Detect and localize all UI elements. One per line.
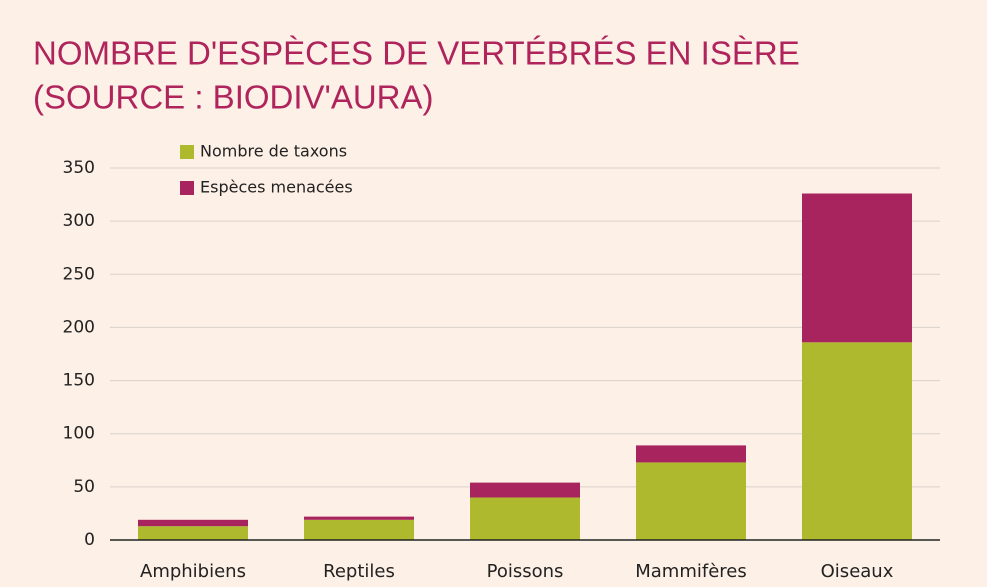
x-tick-label: Poissons	[487, 561, 564, 582]
legend-swatch	[180, 181, 194, 195]
bar-segment	[470, 482, 580, 498]
y-tick-label: 350	[63, 158, 95, 178]
y-tick-label: 200	[63, 317, 95, 337]
y-tick-label: 250	[63, 264, 95, 284]
chart-title: NOMBRE D'ESPÈCES DE VERTÉBRÉS EN ISÈRE	[33, 35, 800, 72]
legend-label: Nombre de taxons	[200, 142, 347, 161]
x-tick-label: Oiseaux	[821, 561, 894, 582]
bar-segment	[802, 193, 912, 343]
bar-segment	[304, 516, 414, 520]
bar-segment	[138, 519, 248, 527]
x-tick-label: Mammifères	[635, 561, 747, 582]
y-tick-label: 150	[63, 371, 95, 391]
bar-segment	[470, 497, 580, 540]
bar-segment	[636, 445, 746, 463]
y-tick-label: 100	[63, 424, 95, 444]
legend-label: Espèces menacées	[200, 178, 353, 197]
bar-segment	[304, 519, 414, 540]
bar-segment	[636, 462, 746, 540]
y-tick-label: 50	[73, 477, 95, 497]
bar-segment	[802, 342, 912, 540]
bar-segment	[138, 526, 248, 540]
legend-swatch	[180, 145, 194, 159]
x-tick-label: Reptiles	[323, 561, 395, 582]
chart-title: (SOURCE : BIODIV'AURA)	[33, 79, 434, 116]
x-tick-label: Amphibiens	[140, 561, 246, 582]
y-tick-label: 0	[84, 530, 95, 550]
y-tick-label: 300	[63, 211, 95, 231]
